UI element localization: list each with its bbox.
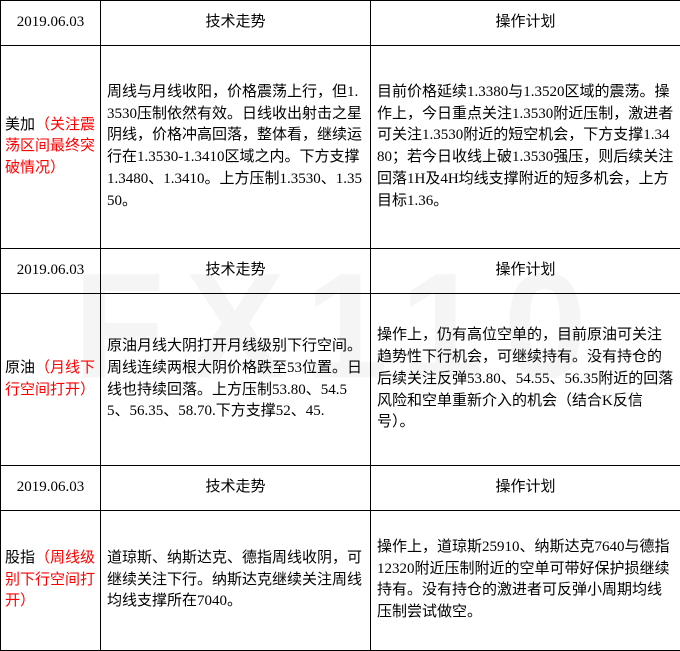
symbol-label: 原油（月线下行空间打开） [1, 294, 101, 466]
table-row: 2019.06.03 技术走势 操作计划 [1, 1, 680, 46]
table-row: 原油（月线下行空间打开） 原油月线大阴打开月线级别下行空间。周线连续两根大阴价格… [1, 294, 680, 466]
symbol-main: 股指 [5, 550, 35, 566]
symbol-label: 股指（周线级别下行空间打开） [1, 510, 101, 650]
plan-cell: 目前价格延续1.3380与1.3520区域的震荡。操作上，今日重点关注1.353… [371, 45, 680, 249]
trend-cell: 周线与月线收阳，价格震荡上行，但1.3530压制依然有效。日线收出射击之星阴线，… [101, 45, 371, 249]
table-row: 美加（关注震荡区间最终突破情况） 周线与月线收阳，价格震荡上行，但1.3530压… [1, 45, 680, 249]
plan-cell: 操作上，仍有高位空单的，目前原油可关注趋势性下行机会，可继续持有。没有持仓的后续… [371, 294, 680, 466]
trend-header: 技术走势 [101, 466, 371, 511]
date-cell: 2019.06.03 [1, 466, 101, 511]
plan-cell: 操作上，道琼斯25910、纳斯达克7640与德指12320附近压制附近的空单可带… [371, 510, 680, 650]
trend-cell: 原油月线大阴打开月线级别下行空间。周线连续两根大阴价格跌至53位置。日线也持续回… [101, 294, 371, 466]
symbol-label: 美加（关注震荡区间最终突破情况） [1, 45, 101, 249]
symbol-main: 原油 [5, 360, 35, 376]
analysis-table: 2019.06.03 技术走势 操作计划 美加（关注震荡区间最终突破情况） 周线… [0, 0, 680, 651]
table-row: 2019.06.03 技术走势 操作计划 [1, 249, 680, 294]
plan-header: 操作计划 [371, 1, 680, 46]
trend-header: 技术走势 [101, 1, 371, 46]
plan-header: 操作计划 [371, 466, 680, 511]
table-row: 2019.06.03 技术走势 操作计划 [1, 466, 680, 511]
table-row: 股指（周线级别下行空间打开） 道琼斯、纳斯达克、德指周线收阴，可继续关注下行。纳… [1, 510, 680, 650]
plan-header: 操作计划 [371, 249, 680, 294]
date-cell: 2019.06.03 [1, 1, 101, 46]
date-cell: 2019.06.03 [1, 249, 101, 294]
trend-header: 技术走势 [101, 249, 371, 294]
trend-cell: 道琼斯、纳斯达克、德指周线收阴，可继续关注下行。纳斯达克继续关注周线均线支撑所在… [101, 510, 371, 650]
symbol-main: 美加 [5, 117, 35, 133]
